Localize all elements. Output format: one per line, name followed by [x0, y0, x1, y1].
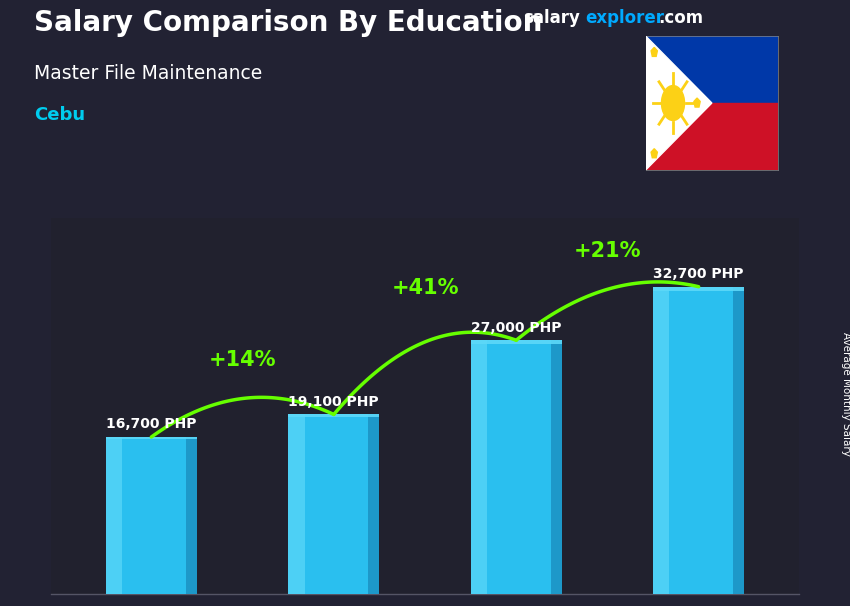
Polygon shape	[646, 36, 778, 103]
Bar	[653, 287, 745, 291]
Text: 16,700 PHP: 16,700 PHP	[106, 418, 196, 431]
Bar	[186, 437, 197, 594]
Bar	[368, 415, 379, 594]
Bar	[105, 437, 197, 439]
Polygon shape	[646, 103, 778, 170]
Text: explorer: explorer	[586, 9, 665, 27]
Text: +41%: +41%	[391, 278, 459, 298]
Bar	[288, 415, 304, 594]
Polygon shape	[651, 47, 657, 56]
Text: salary: salary	[523, 9, 580, 27]
Polygon shape	[694, 98, 700, 107]
Bar	[288, 415, 379, 417]
Bar	[551, 341, 562, 594]
Bar	[653, 287, 670, 594]
Bar	[105, 437, 197, 594]
Text: .com: .com	[658, 9, 703, 27]
Bar	[471, 341, 562, 594]
Text: Salary Comparison By Education: Salary Comparison By Education	[34, 9, 542, 37]
Text: 32,700 PHP: 32,700 PHP	[654, 267, 744, 281]
Bar	[471, 341, 487, 594]
Text: Master File Maintenance: Master File Maintenance	[34, 64, 263, 82]
Polygon shape	[651, 148, 657, 158]
Polygon shape	[646, 36, 711, 170]
Text: Average Monthly Salary: Average Monthly Salary	[841, 332, 850, 456]
Text: 19,100 PHP: 19,100 PHP	[288, 395, 379, 409]
Bar	[653, 287, 745, 594]
Text: 27,000 PHP: 27,000 PHP	[471, 321, 562, 335]
Bar	[734, 287, 745, 594]
Text: Cebu: Cebu	[34, 106, 85, 124]
Bar	[105, 437, 122, 594]
Text: +21%: +21%	[574, 241, 641, 261]
Bar	[288, 415, 379, 594]
Bar	[471, 341, 562, 344]
Text: +14%: +14%	[209, 350, 276, 370]
Circle shape	[661, 85, 684, 121]
